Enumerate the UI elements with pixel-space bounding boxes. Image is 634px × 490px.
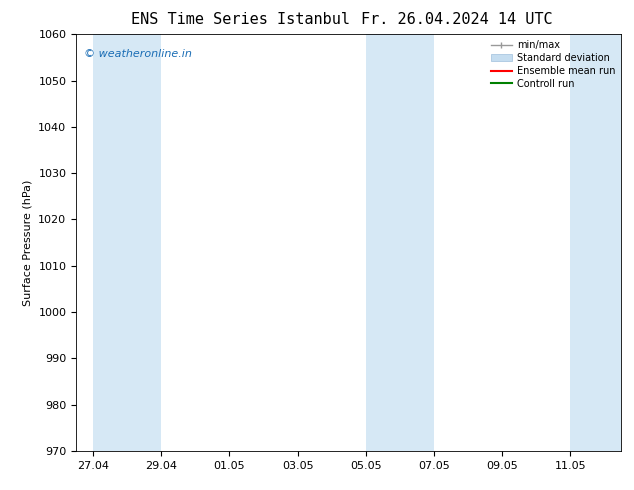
Bar bbox=[570, 34, 621, 451]
Bar bbox=[127, 34, 161, 451]
Bar bbox=[400, 34, 434, 451]
Y-axis label: Surface Pressure (hPa): Surface Pressure (hPa) bbox=[23, 179, 33, 306]
Legend: min/max, Standard deviation, Ensemble mean run, Controll run: min/max, Standard deviation, Ensemble me… bbox=[487, 36, 619, 93]
Text: © weatheronline.in: © weatheronline.in bbox=[84, 49, 192, 59]
Text: Fr. 26.04.2024 14 UTC: Fr. 26.04.2024 14 UTC bbox=[361, 12, 552, 27]
Bar bbox=[366, 34, 400, 451]
Text: ENS Time Series Istanbul: ENS Time Series Istanbul bbox=[131, 12, 351, 27]
Bar bbox=[93, 34, 127, 451]
